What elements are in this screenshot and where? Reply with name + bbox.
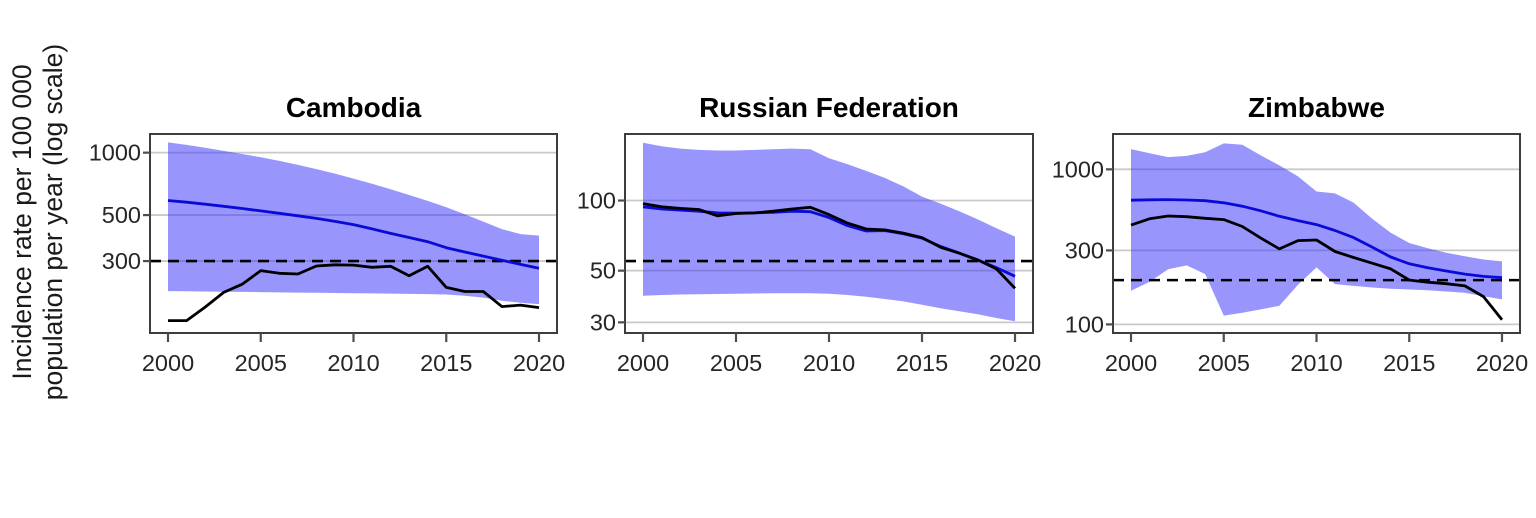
y-tick-label: 1000 <box>89 140 141 166</box>
y-tick-label: 300 <box>102 248 141 274</box>
y-tick-label: 1000 <box>1052 156 1104 182</box>
x-tick-label: 2010 <box>803 350 855 376</box>
uncertainty-band <box>643 142 1015 322</box>
panel-russian-federation: 2000 2005 2010 2015 2020 100 50 30 Russian Feder… <box>577 92 1041 376</box>
x-tick-label: 2000 <box>617 350 669 376</box>
y-axis-label-line-1: Incidence rate per 100 000 <box>7 64 37 379</box>
panel-title: Russian Federation <box>699 92 959 123</box>
x-tick-label: 2005 <box>710 350 762 376</box>
x-tick-label: 2005 <box>1198 350 1250 376</box>
y-tick-label: 100 <box>1065 311 1104 337</box>
observed-black-line <box>168 263 540 322</box>
x-tick-label: 2005 <box>235 350 287 376</box>
observed-black-line <box>1130 214 1504 321</box>
x-tick-label: 2000 <box>1105 350 1157 376</box>
y-axis-label-line-2: population per year (log scale) <box>38 44 68 400</box>
panel-cambodia: 2000 2005 2010 2015 2020 1000 500 300 Cambodia <box>89 92 565 376</box>
x-tick-label: 2010 <box>327 350 379 376</box>
panel-title: Zimbabwe <box>1248 92 1385 123</box>
y-tick-label: 100 <box>577 188 616 214</box>
x-tick-label: 2015 <box>420 350 472 376</box>
estimate-blue-line <box>1130 198 1503 280</box>
y-tick-label: 500 <box>102 202 141 228</box>
x-tick-label: 2000 <box>142 350 194 376</box>
x-tick-label: 2015 <box>1383 350 1435 376</box>
y-tick-label: 30 <box>590 309 616 335</box>
x-tick-label: 2020 <box>1476 350 1528 376</box>
x-tick-label: 2010 <box>1290 350 1342 376</box>
estimate-blue-line <box>167 199 540 270</box>
x-tick-label: 2015 <box>896 350 948 376</box>
uncertainty-band <box>1131 143 1502 316</box>
y-tick-label: 50 <box>590 258 616 284</box>
x-tick-label: 2020 <box>989 350 1041 376</box>
panel-title: Cambodia <box>286 92 422 123</box>
x-tick-label: 2020 <box>513 350 565 376</box>
y-tick-label: 300 <box>1065 237 1104 263</box>
observed-black-line <box>642 202 1017 290</box>
panel-zimbabwe: 2000 2005 2010 2015 2020 1000 300 100 Zimbabwe <box>1052 92 1528 376</box>
